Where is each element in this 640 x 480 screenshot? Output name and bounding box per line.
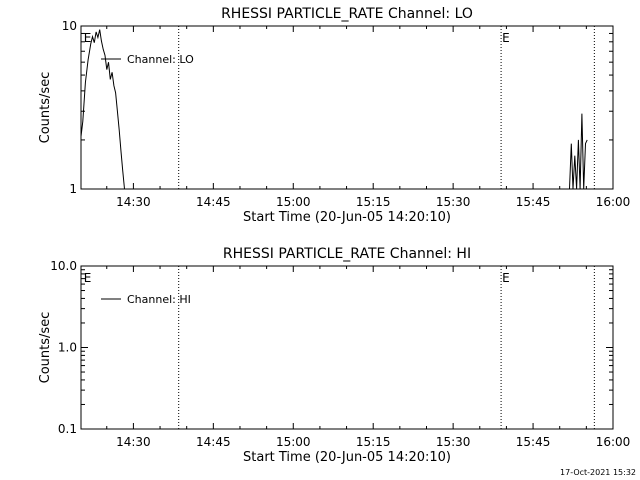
panel-2-legend-label: Channel: HI bbox=[127, 293, 191, 306]
panel-1-y-tick-label-0: 1 bbox=[69, 182, 77, 196]
panel-2-x-tick-label-3: 15:15 bbox=[356, 435, 391, 449]
panel-2-x-tick-label-0: 14:30 bbox=[116, 435, 151, 449]
panel-1-x-tick-label-0: 14:30 bbox=[116, 195, 151, 209]
panel-2-x-axis-label: Start Time (20-Jun-05 14:20:10) bbox=[243, 450, 451, 465]
panel-1-series-0-segment-1 bbox=[569, 113, 588, 190]
panel-1-x-tick-label-5: 15:45 bbox=[516, 195, 551, 209]
footer-timestamp: 17-Oct-2021 15:32 bbox=[560, 468, 636, 477]
panel-1-x-tick-label-3: 15:15 bbox=[356, 195, 391, 209]
panel-1-x-tick-label-6: 16:00 bbox=[596, 195, 631, 209]
panel-2-x-tick-label-4: 15:30 bbox=[436, 435, 471, 449]
panel-1-x-tick-label-4: 15:30 bbox=[436, 195, 471, 209]
panel-2-event-marker-label-2: E bbox=[502, 271, 510, 285]
panel-1-event-marker-label-2: E bbox=[502, 31, 510, 45]
panel-1-x-axis-label: Start Time (20-Jun-05 14:20:10) bbox=[243, 210, 451, 225]
panel-2-y-axis-label: Counts/sec bbox=[38, 312, 53, 384]
panel-1-event-marker-label-0: E bbox=[84, 31, 92, 45]
panel-2-x-tick-label-5: 15:45 bbox=[516, 435, 551, 449]
panel-2-y-tick-label-0: 0.1 bbox=[58, 422, 77, 436]
panel-1-series-0-segment-0 bbox=[80, 29, 125, 190]
panel-2-event-marker-label-0: E bbox=[84, 271, 92, 285]
panel-1-y-tick-label-1: 10 bbox=[62, 19, 77, 33]
panel-1-chart-title: RHESSI PARTICLE_RATE Channel: LO bbox=[221, 6, 473, 22]
panel-1-plot-frame bbox=[80, 25, 614, 190]
panel-2-plot-frame bbox=[80, 265, 614, 430]
panel-2-y-tick-label-2: 10.0 bbox=[50, 259, 77, 273]
panel-2-x-tick-label-2: 15:00 bbox=[276, 435, 311, 449]
panel-2-x-tick-label-6: 16:00 bbox=[596, 435, 631, 449]
panel-1-legend-label: Channel: LO bbox=[127, 53, 194, 66]
panel-2-x-tick-label-1: 14:45 bbox=[196, 435, 231, 449]
panel-1-y-axis-label: Counts/sec bbox=[38, 72, 53, 144]
panel-2-chart-title: RHESSI PARTICLE_RATE Channel: HI bbox=[223, 246, 471, 262]
panel-1-x-tick-label-2: 15:00 bbox=[276, 195, 311, 209]
panel-1-x-tick-label-1: 14:45 bbox=[196, 195, 231, 209]
panel-2-y-tick-label-1: 1.0 bbox=[58, 341, 77, 355]
